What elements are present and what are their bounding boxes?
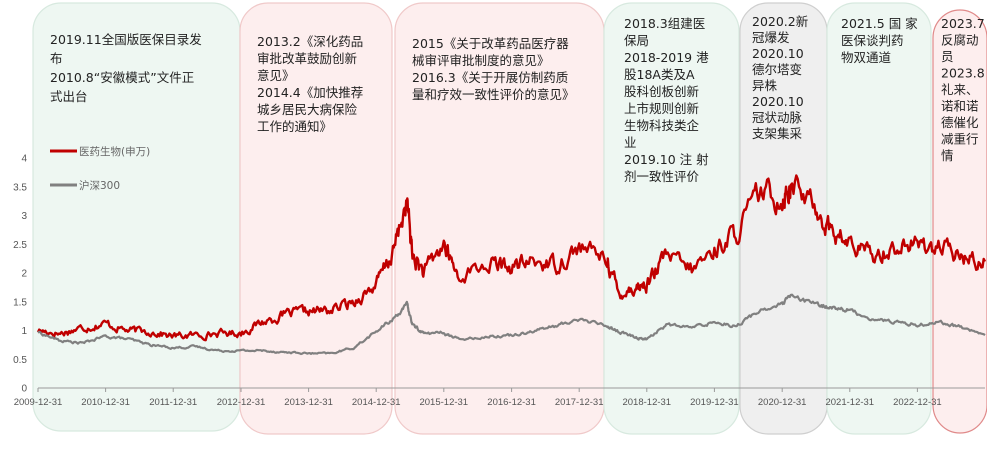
annotation-text-line: 2014.4《加快推荐 [257, 85, 363, 100]
series-layer [36, 174, 987, 356]
annotation-background [826, 2, 932, 435]
annotation-text-line: 物双通道 [841, 50, 892, 65]
axis-layer: 0 0.5 1 1.5 2 2.5 3 3.5 4 2009-12-31 2010-12-31 201… [13, 154, 985, 408]
y-tick-label: 2 [21, 269, 27, 280]
annotation-text-line: 2023.7 [941, 16, 985, 31]
annotation-text-line: 2023.8 [941, 66, 985, 81]
annotation-text-line: 股18A类及A [624, 67, 695, 82]
annotation-background [932, 9, 987, 434]
annotation-text-line: 2018-2019 港 [624, 50, 709, 65]
x-tick-label: 2022-12-31 [893, 397, 942, 408]
annotation-text-line: 诺和诺 [941, 99, 979, 114]
series-line-csi300 [37, 293, 986, 356]
annotation-text-line: 2020.10 [752, 94, 804, 109]
annotation-text-line: 布 [50, 51, 63, 66]
annotation-text-line: 反腐动 [941, 33, 979, 48]
y-tick-label: 3 [21, 211, 27, 222]
annotation-text-line: 冠爆发 [752, 30, 790, 45]
annotation-text-line: 医保谈判药 [841, 33, 904, 48]
x-tick-label: 2014-12-31 [352, 397, 401, 408]
annotation-text-line: 生物科技类企 [624, 118, 700, 133]
annotation-text-line: 2015《关于改革药品医疗器 [412, 36, 569, 51]
annotation-text-line: 工作的通知》 [257, 119, 332, 134]
annotation-text-line: 2016.3《关于开展仿制药质 [412, 70, 568, 85]
y-tick-label: 4 [21, 154, 27, 165]
annotation-text-line: 剂一致性评价 [624, 169, 700, 184]
annotation-text-line: 2013.2《深化药品 [257, 34, 363, 49]
annotation-background [239, 2, 393, 435]
y-tick-label: 0 [21, 384, 27, 395]
annotation-text-line: 减重行 [941, 132, 979, 147]
y-tick-label: 0.5 [13, 355, 27, 366]
annotation-text-line: 业 [624, 135, 637, 150]
x-tick-label: 2020-12-31 [758, 397, 807, 408]
legend: 医药生物(申万) 沪深300 [50, 145, 150, 192]
annotation-text-line: 2010.8“安徽模式”文件正 [50, 70, 194, 85]
annotation-text-line: 式出台 [50, 89, 88, 104]
annotation-text-line: 2018.3组建医 [624, 16, 705, 31]
annotation-text-line: 员 [941, 49, 954, 64]
annotation-text-line: 2019.11全国版医保目录发 [50, 32, 202, 47]
annotation-text-line: 礼来、 [941, 82, 979, 97]
annotation-text-line: 情 [941, 148, 954, 163]
x-tick-label: 2018-12-31 [622, 397, 671, 408]
annotation-text-line: 意见》 [257, 68, 295, 83]
series-line-pharma-biotech [36, 174, 987, 342]
annotation-text-line: 冠状动脉 [752, 110, 803, 125]
x-tick-label: 2013-12-31 [284, 397, 333, 408]
legend-label: 医药生物(申万) [79, 145, 150, 158]
annotation-text-line: 量和疗效一致性评价的意见》 [412, 87, 575, 102]
y-tick-label: 3.5 [13, 182, 27, 193]
annotation-background [32, 2, 241, 432]
x-tick-label: 2009-12-31 [14, 397, 63, 408]
annotation-text-line: 德催化 [941, 115, 979, 130]
x-tick-label: 2010-12-31 [81, 397, 130, 408]
y-tick-label: 1 [21, 326, 27, 337]
x-tick-label: 2021-12-31 [825, 397, 874, 408]
y-tick-label: 2.5 [13, 240, 27, 251]
y-tick-label: 1.5 [13, 297, 27, 308]
x-tick-label: 2012-12-31 [217, 397, 266, 408]
legend-label: 沪深300 [79, 179, 120, 192]
annotation-text-line: 上市规则创新 [624, 101, 699, 116]
annotation-text-line: 德尔塔变 [752, 62, 802, 77]
annotation-text-line: 保局 [624, 33, 649, 48]
x-tick-label: 2011-12-31 [149, 397, 197, 408]
annotation-text-line: 异株 [752, 78, 778, 93]
x-tick-label: 2017-12-31 [555, 397, 604, 408]
x-tick-label: 2016-12-31 [487, 397, 536, 408]
annotation-text-line: 2020.10 [752, 46, 804, 61]
annotation-text-line: 2021.5 国 家 [841, 16, 918, 31]
annotation-text-line: 审批改革鼓励创新 [257, 51, 357, 66]
annotation-text-line: 支架集采 [752, 126, 803, 141]
annotation-text-line: 股科创板创新 [624, 84, 699, 99]
annotation-text-line: 2020.2新 [752, 14, 808, 29]
annotation-text-line: 2019.10 注 射 [624, 152, 709, 167]
annotation-text-line: 城乡居民大病保险 [257, 102, 358, 117]
annotation-text-line: 械审评审批制度的意见》 [412, 53, 550, 68]
x-tick-label: 2015-12-31 [419, 397, 468, 408]
x-tick-label: 2019-12-31 [690, 397, 739, 408]
